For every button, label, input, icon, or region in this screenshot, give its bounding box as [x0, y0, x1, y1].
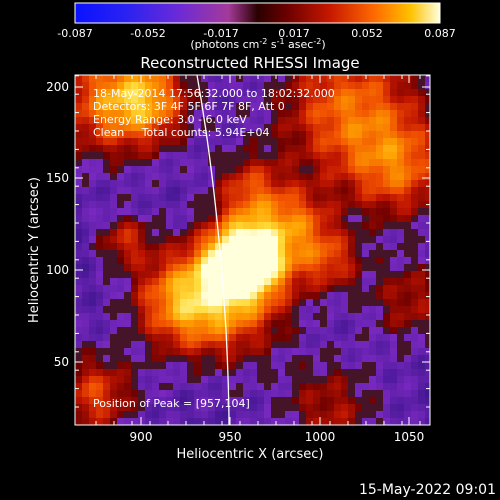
info-line-detectors: Detectors: 3F 4F 5F 6F 7F 8F, Att 0	[93, 100, 285, 113]
peak-position-label: Position of Peak = [957,104]	[93, 397, 250, 410]
colorbar-tick-label: -0.052	[130, 27, 165, 40]
colorbar-tick-label: 0.017	[278, 27, 310, 40]
info-line-time: 18-May-2014 17:56:32.000 to 18:02:32.000	[93, 87, 335, 100]
solar-limb	[196, 75, 230, 425]
info-text: 18-May-2014 17:56:32.000 to 18:02:32.000…	[93, 87, 335, 139]
axis-ticks	[75, 75, 430, 425]
colorbar-ticks: -0.087 -0.052 -0.017 0.017 0.052 0.087	[57, 27, 455, 40]
footer-timestamp: 15-May-2022 09:01	[359, 482, 496, 498]
solar-image	[75, 75, 430, 425]
x-tick-label: 900	[130, 430, 153, 444]
info-line-energy: Energy Range: 3.0 - 6.0 keV	[93, 113, 247, 126]
colorbar-units: (photons cm-2 s-1 asec-2)	[190, 37, 325, 51]
info-line-counts: Clean Total counts: 5.94E+04	[93, 126, 270, 139]
y-axis-label: Heliocentric Y (arcsec)	[27, 177, 42, 323]
x-axis-label: Heliocentric X (arcsec)	[177, 447, 324, 462]
x-tick-label: 950	[219, 430, 242, 444]
colorbar-tick-label: -0.017	[203, 27, 238, 40]
colorbar-tick-label: 0.087	[424, 27, 456, 40]
colorbar-tick-label: -0.087	[57, 27, 92, 40]
image-title: Reconstructed RHESSI Image	[140, 54, 359, 72]
plot-frame	[74, 74, 431, 426]
y-tick-label: 150	[46, 171, 69, 185]
colorbar	[74, 2, 441, 24]
y-tick-label: 200	[46, 80, 69, 94]
y-tick-label: 50	[54, 355, 69, 369]
colorbar-tick-label: 0.052	[351, 27, 383, 40]
y-tick-labels: 50 100 150 200	[46, 80, 69, 369]
x-tick-labels: 900 950 1000 1050	[130, 430, 425, 444]
y-tick-label: 100	[46, 263, 69, 277]
x-tick-label: 1000	[305, 430, 336, 444]
x-tick-label: 1050	[394, 430, 425, 444]
